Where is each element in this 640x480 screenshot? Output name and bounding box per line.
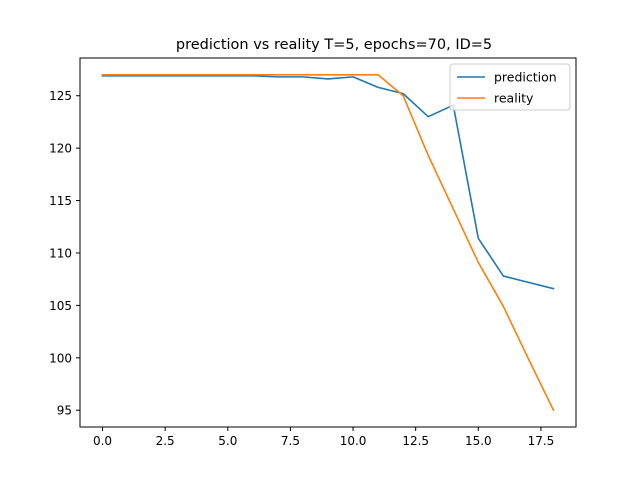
- legend: prediction reality: [449, 63, 571, 111]
- x-tick-label: 7.5: [281, 434, 300, 448]
- x-tick-label: 0.0: [93, 434, 112, 448]
- y-tick-label: 120: [49, 142, 72, 156]
- x-tick-label: 5.0: [218, 434, 237, 448]
- chart-title: prediction vs reality T=5, epochs=70, ID…: [176, 37, 492, 53]
- plot-frame: [79, 57, 577, 428]
- y-axis: 95 100 105 110 115 120 125: [49, 89, 80, 418]
- x-tick-label: 17.5: [528, 434, 555, 448]
- series-layer: [101, 73, 555, 412]
- y-tick-label: 110: [49, 246, 72, 260]
- y-tick-label: 125: [49, 89, 72, 103]
- y-tick-label: 115: [49, 194, 72, 208]
- series-line-prediction: [101, 75, 555, 290]
- x-tick-label: 10.0: [340, 434, 367, 448]
- legend-label-prediction: prediction: [494, 70, 557, 85]
- x-tick-label: 12.5: [402, 434, 429, 448]
- y-tick-label: 100: [49, 351, 72, 365]
- x-tick-label: 2.5: [156, 434, 175, 448]
- series-line-reality: [101, 73, 555, 412]
- x-tick-label: 15.0: [465, 434, 492, 448]
- y-tick-label: 95: [57, 404, 72, 418]
- legend-label-reality: reality: [494, 91, 534, 106]
- x-axis: 0.0 2.5 5.0 7.5 10.0 12.5 15.0 17.5: [93, 427, 554, 448]
- y-tick-label: 105: [49, 299, 72, 313]
